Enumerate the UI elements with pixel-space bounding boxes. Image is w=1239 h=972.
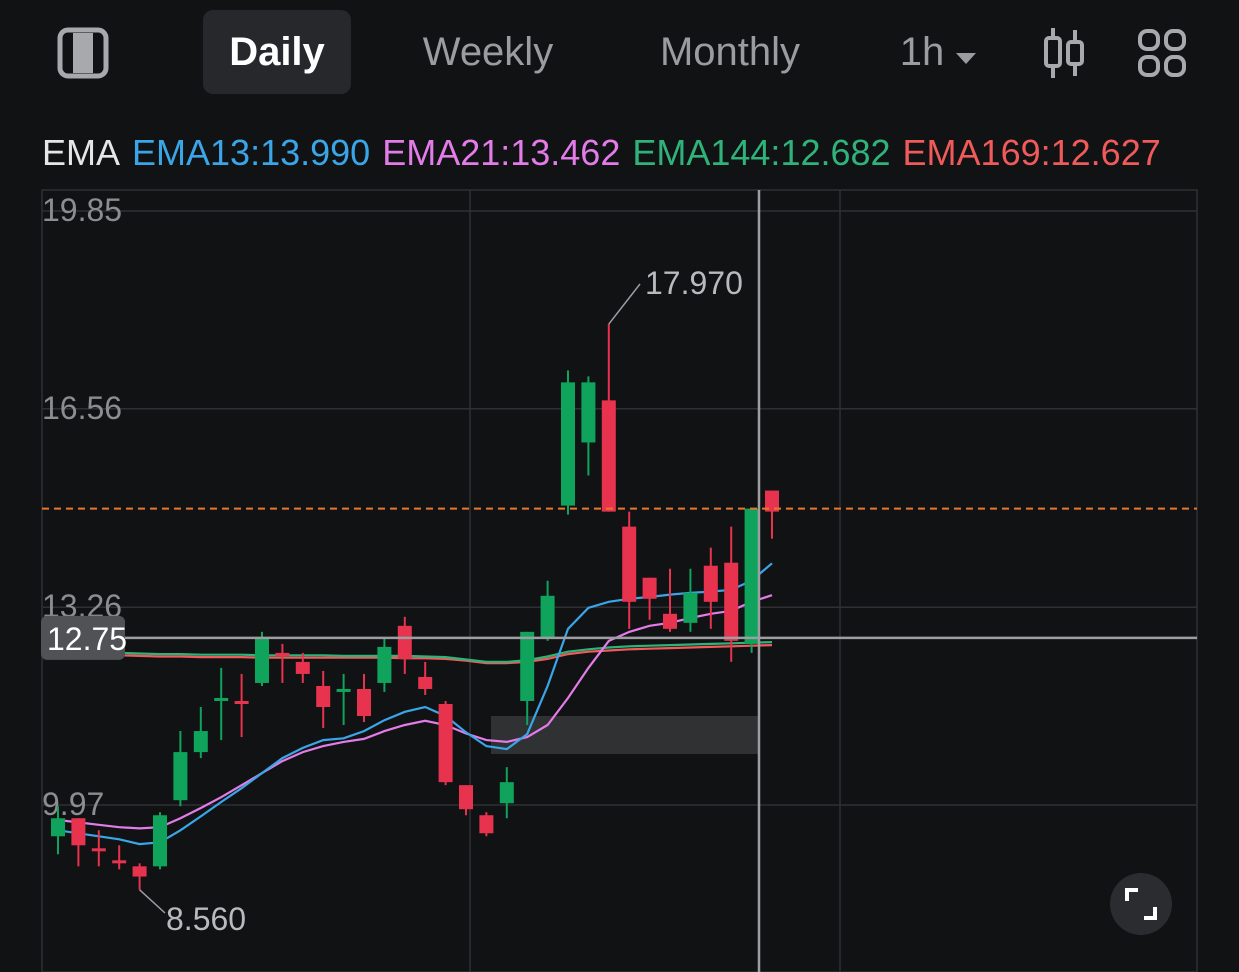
candle-body: [255, 637, 269, 683]
candle-body: [377, 646, 392, 683]
ema21-value: EMA21:13.462: [382, 132, 621, 173]
y-tick-label: 9.97: [42, 786, 104, 822]
candle-body: [581, 382, 596, 443]
candle-body: [622, 526, 637, 602]
candle-body: [642, 577, 657, 599]
indicator-label: EMA: [42, 132, 121, 173]
fullscreen-button[interactable]: [1110, 873, 1172, 935]
candle-body: [397, 625, 412, 659]
crosshair-price-tag: [41, 615, 125, 660]
candle-body: [663, 613, 677, 629]
candle-body: [295, 661, 310, 674]
candle-body: [91, 848, 106, 852]
candle-body: [234, 700, 249, 704]
chevron-down-icon: [956, 30, 977, 75]
candle-body: [479, 815, 494, 834]
candle-body: [683, 592, 698, 623]
tab-daily[interactable]: Daily: [203, 10, 351, 94]
ema169-line: [57, 644, 773, 665]
low-annotation-leader: [139, 889, 166, 914]
expand-icon: [1125, 888, 1157, 920]
candle-body: [703, 565, 718, 602]
price-zone-box: [491, 716, 759, 754]
ema21-line: [57, 594, 773, 830]
crosshair-price-label: 12.75: [47, 621, 127, 657]
candle-body: [540, 595, 555, 638]
ema13-line: [57, 562, 773, 846]
candle-body: [153, 815, 167, 867]
candle-body: [173, 752, 188, 801]
ema169-value: EMA169:12.627: [902, 132, 1161, 173]
candlestick-icon[interactable]: [1040, 26, 1088, 80]
tab-monthly[interactable]: Monthly: [659, 29, 801, 74]
candle-body: [193, 731, 208, 753]
y-tick-label: 19.85: [42, 192, 122, 228]
grid-layout-icon[interactable]: [1136, 27, 1188, 79]
candle-body: [724, 562, 739, 641]
high-annotation-label: 17.970: [645, 265, 743, 301]
sidebar-toggle-icon[interactable]: [56, 26, 110, 80]
candle-body: [520, 631, 535, 701]
candle-body: [316, 685, 331, 708]
tab-weekly[interactable]: Weekly: [422, 29, 554, 74]
candle-body: [499, 782, 514, 804]
candle-body: [561, 382, 575, 506]
candle-body: [51, 818, 65, 837]
interval-label: 1h: [899, 29, 945, 74]
candle-body: [71, 818, 86, 846]
candle-body: [112, 860, 127, 864]
candle-body: [275, 652, 290, 656]
candle-body: [438, 703, 453, 783]
ema144-value: EMA144:12.682: [632, 132, 891, 173]
candle-body: [418, 676, 433, 689]
toolbar: Daily Weekly Monthly 1h: [0, 0, 1239, 110]
candle-body: [601, 400, 616, 512]
y-tick-label: 16.56: [42, 390, 122, 426]
candle-body: [214, 697, 229, 701]
high-annotation-leader: [608, 283, 641, 325]
indicator-legend: EMA EMA13:13.990 EMA21:13.462 EMA144:12.…: [42, 128, 1161, 178]
ema13-value: EMA13:13.990: [132, 132, 371, 173]
plot-frame: [41, 189, 1198, 972]
candle-body: [132, 866, 147, 877]
interval-dropdown[interactable]: 1h: [888, 10, 988, 94]
candle-body: [744, 508, 759, 644]
candle-body: [459, 785, 473, 810]
low-annotation-label: 8.560: [166, 901, 246, 937]
ema144-line: [57, 641, 773, 664]
candle-body: [336, 688, 351, 692]
candle-body: [765, 490, 779, 512]
candle-body: [357, 688, 371, 717]
